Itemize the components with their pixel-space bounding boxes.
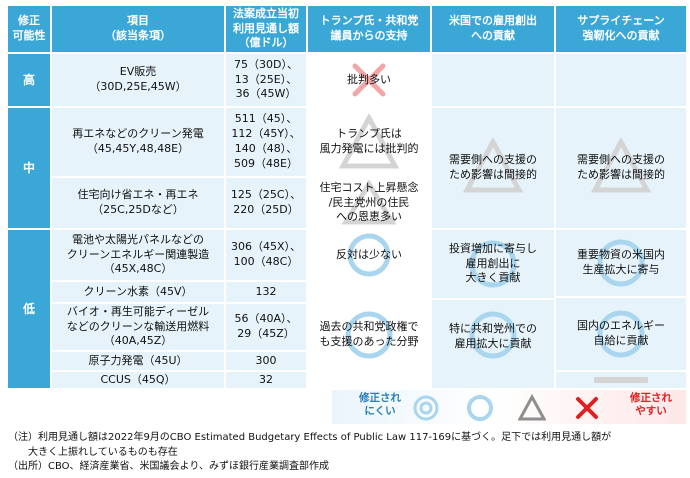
- row-amount-manufacturing: 306（45X）、 100（48C）: [226, 230, 306, 280]
- circle-icon: [467, 395, 493, 421]
- supply-text: 国内のエネルギー 自給に貢献: [577, 319, 665, 347]
- cross-mark-icon: [576, 397, 598, 419]
- dash-icon: [594, 377, 648, 383]
- item-text: バイオ・再生可能ディーゼル などのクリーンな輸送用燃料 （40A,45Z）: [66, 304, 210, 348]
- amount-text: 125（25C）、 220（25D）: [230, 188, 302, 216]
- item-text: 原子力発電（45U）: [88, 353, 188, 367]
- support-clean-power-cell: トランプ氏は 風力発電には批判的: [308, 108, 430, 176]
- jobs-text: 特に共和党州での 雇用拡大に貢献: [449, 322, 537, 350]
- row-amount-housing: 125（25C）、 220（25D）: [226, 178, 306, 228]
- amount-text: 300: [255, 353, 277, 367]
- supply-low1-cell: 重要物資の米国内 生産拡大に寄与: [556, 230, 686, 296]
- supply-low2-cell: 国内のエネルギー 自給に貢献: [556, 298, 686, 370]
- header-support: トランプ氏・共和党 議員からの支持: [308, 6, 430, 52]
- row-amount-hydrogen: 132: [226, 282, 306, 302]
- jobs-low1-cell: 投資増加に寄与し 雇用創出に 大きく貢献: [432, 230, 554, 298]
- item-text: クリーン水素（45V）: [83, 284, 193, 298]
- amount-text: 306（45X）、 100（48C）: [230, 240, 302, 268]
- circle-icon: [469, 240, 517, 288]
- triangle-icon: [463, 138, 523, 193]
- circle-icon: [597, 239, 645, 287]
- row-item-clean-power: 再エネなどのクリーン発電 （45,45Y,48,48E）: [52, 108, 224, 176]
- row-amount-ev: 75（30D）、 13（25E）、 36（45W）: [226, 54, 306, 106]
- amount-text: 132: [255, 284, 277, 298]
- circle-icon: [597, 310, 645, 358]
- double-circle-icon: [413, 395, 439, 421]
- jobs-mid-cell: 需要側への支援の ため影響は間接的: [432, 108, 554, 228]
- source-note: （出所）CBO、経済産業省、米国議会より、みずほ銀行産業調査部作成: [8, 461, 329, 472]
- row-item-housing: 住宅向け省エネ・再エネ （25C,25Dなど）: [52, 178, 224, 228]
- support-text: 住宅コスト上昇懸念 /民主党州の住民 への恩恵多い: [319, 180, 419, 224]
- support-housing-cell: 住宅コスト上昇懸念 /民主党州の住民 への恩恵多い: [308, 178, 430, 228]
- level-mid: 中: [8, 108, 50, 228]
- support-text: 反対は少ない: [336, 247, 402, 261]
- jobs-text: 投資増加に寄与し 雇用創出に 大きく貢献: [449, 241, 537, 285]
- support-text: 批判多い: [347, 72, 391, 86]
- header-supply: サプライチェーン 強靭化への貢献: [556, 6, 686, 52]
- circle-icon: [347, 233, 391, 277]
- supply-text: 重要物資の米国内 生産拡大に寄与: [577, 248, 665, 276]
- circle-icon: [469, 311, 517, 359]
- amount-text: 56（40A）、 29（45Z）: [234, 312, 298, 340]
- support-high-cell: 批判多い: [308, 54, 430, 106]
- amount-text: 32: [259, 372, 273, 386]
- supply-text: 需要側への支援の ため影響は間接的: [577, 153, 665, 181]
- header-amount: 法案成立当初 利用見通し額 （億ドル）: [226, 6, 306, 52]
- support-text: 過去の共和党政権で も支援のあった分野: [319, 320, 419, 348]
- circle-icon: [345, 311, 393, 359]
- legend-bar: [332, 390, 686, 424]
- footnote: （注）利用見通し額は2022年9月のCBO Estimated Budgetar…: [8, 432, 612, 458]
- row-item-nuclear: 原子力発電（45U）: [52, 352, 224, 370]
- row-item-manufacturing: 電池や太陽光パネルなどの クリーンエネルギー関連製造 （45X,48C）: [52, 230, 224, 280]
- supply-mid-cell: 需要側への支援の ため影響は間接的: [556, 108, 686, 228]
- item-text: 電池や太陽光パネルなどの クリーンエネルギー関連製造 （45X,48C）: [66, 232, 210, 276]
- row-amount-fuels: 56（40A）、 29（45Z）: [226, 304, 306, 350]
- level-low: 低: [8, 230, 50, 388]
- row-item-ev: EV販売 （30D,25E,45W）: [52, 54, 224, 106]
- item-text: CCUS（45Q）: [100, 372, 176, 386]
- row-item-ccus: CCUS（45Q）: [52, 372, 224, 388]
- item-text: 再エネなどのクリーン発電 （45,45Y,48,48E）: [72, 127, 204, 155]
- header-item: 項目 （該当条項）: [52, 6, 224, 52]
- header-jobs: 米国での雇用創出 への貢献: [432, 6, 554, 52]
- row-amount-clean-power: 511（45）、 112（45Y）、 140（48）、 509（48E）: [226, 108, 306, 176]
- row-amount-nuclear: 300: [226, 352, 306, 370]
- row-item-hydrogen: クリーン水素（45V）: [52, 282, 224, 302]
- triangle-icon: [591, 138, 651, 193]
- row-item-fuels: バイオ・再生可能ディーゼル などのクリーンな輸送用燃料 （40A,45Z）: [52, 304, 224, 350]
- legend-right-label: 修正され やすい: [630, 392, 672, 418]
- triangle-icon: [342, 180, 396, 225]
- support-low-group-cell: 過去の共和党政権で も支援のあった分野: [308, 282, 430, 388]
- jobs-high-cell: [432, 54, 554, 106]
- header-possibility: 修正 可能性: [8, 6, 50, 52]
- jobs-text: 需要側への支援の ため影響は間接的: [449, 153, 537, 181]
- level-high: 高: [8, 54, 50, 106]
- jobs-low2-cell: 特に共和党州での 雇用拡大に貢献: [432, 300, 554, 388]
- cross-mark-icon: [352, 63, 386, 97]
- support-manufacturing-cell: 反対は少ない: [308, 230, 430, 280]
- item-text: EV販売 （30D,25E,45W）: [89, 65, 187, 93]
- supply-ccus-cell: [556, 372, 686, 388]
- amount-text: 75（30D）、 13（25E）、 36（45W）: [234, 57, 298, 101]
- supply-high-cell: [556, 54, 686, 106]
- row-amount-ccus: 32: [226, 372, 306, 388]
- support-text: トランプ氏は 風力発電には批判的: [319, 127, 419, 155]
- triangle-icon: [518, 394, 546, 421]
- legend-left-label: 修正され にくい: [359, 392, 401, 418]
- triangle-icon: [339, 114, 399, 169]
- amount-text: 511（45）、 112（45Y）、 140（48）、 509（48E）: [231, 112, 301, 170]
- item-text: 住宅向け省エネ・再エネ （25C,25Dなど）: [77, 188, 199, 216]
